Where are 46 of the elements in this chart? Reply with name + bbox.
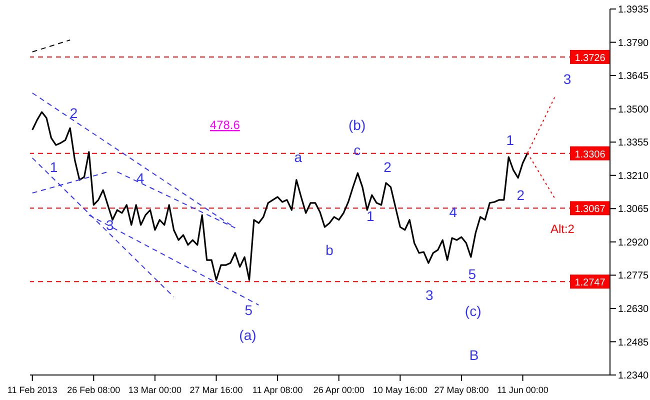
annotation: b [326,242,334,258]
y-tick-label: 1.3645 [618,71,650,82]
y-tick-label: 1.2630 [618,304,650,316]
y-tick-label: 1.3935 [618,4,650,16]
annotation: 2 [70,105,78,121]
annotation: Alt:2 [550,222,575,236]
annotation: a [294,149,302,165]
annotation: 4 [449,204,458,220]
y-tick-label: 1.2340 [618,370,650,382]
annotation: 3 [425,287,434,303]
y-tick-label: 1.3500 [618,104,650,116]
x-tick-label: 11 Feb 2013 [7,385,58,395]
annotation: 4 [136,170,144,186]
y-tick-label: 1.3065 [618,204,650,216]
ref-line-label: 1.2747 [574,278,606,289]
x-tick-label: 26 Feb 08:00 [67,385,120,395]
y-tick-label: 1.3355 [618,138,650,149]
x-tick-label: 13 Mar 00:00 [128,385,182,395]
annotation: (b) [348,117,366,133]
y-tick-label: 1.2485 [618,337,650,348]
annotation: 5 [468,266,476,282]
ref-line-label: 1.3067 [574,204,606,216]
annotation: B [469,347,479,363]
y-tick-label: 1.3790 [618,38,650,49]
annotation: 2 [384,159,392,175]
y-tick-label: 1.2775 [618,270,650,282]
annotation: 1 [366,208,374,224]
annotation: 3 [106,217,114,233]
annotation: 478.6 [210,118,240,132]
y-tick-label: 1.2920 [618,237,650,248]
annotation: (a) [239,327,256,343]
annotation: 5 [244,302,253,318]
x-tick-label: 27 Mar 16:00 [190,385,243,395]
annotation: 3 [563,71,572,87]
x-tick-label: 11 Apr 08:00 [252,385,303,395]
x-tick-label: 10 May 16:00 [372,385,428,395]
x-tick-label: 11 Jun 00:00 [497,385,548,395]
annotation: 1 [506,132,514,148]
x-tick-label: 27 May 08:00 [434,385,489,395]
x-tick-label: 26 Apr 00:00 [313,385,364,395]
ref-line-label: 1.3726 [574,52,606,64]
annotation: 2 [516,187,525,203]
ref-line-label: 1.3306 [574,149,606,160]
annotation: (c) [464,303,482,319]
annotation: 1 [50,159,58,175]
y-tick-label: 1.3210 [618,170,650,182]
